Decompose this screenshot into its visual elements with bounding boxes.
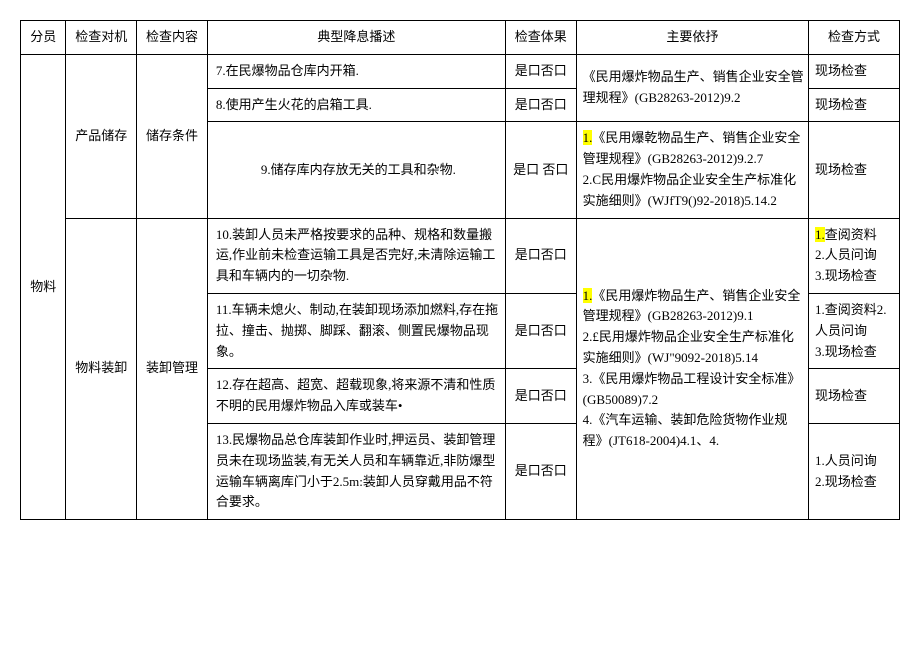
inspection-table: 分员 检查对机 检查内容 典型降息播述 检查体果 主要依抒 检查方式 物料 产品… <box>20 20 900 520</box>
header-result: 检查体果 <box>505 21 576 55</box>
basis-text: 《民用爆炸物品生产、销售企业安全管理规程》(GB28263-2012)9.12.… <box>583 288 801 449</box>
method-text: 查阅资料2.人员问询3.现场检查 <box>815 227 877 284</box>
method-cell: 现场检查 <box>809 54 900 88</box>
table-row: 物料 产品储存 储存条件 7.在民爆物品仓库内开箱. 是口否口 《民用爆炸物品生… <box>21 54 900 88</box>
result-cell: 是口否口 <box>505 88 576 122</box>
object-cell: 物料装卸 <box>66 218 137 520</box>
basis-cell: 《民用爆炸物品生产、销售企业安全管理规程》(GB28263-2012)9.2 <box>576 54 808 122</box>
highlight-text: 1. <box>583 288 593 303</box>
result-cell: 是口否口 <box>505 423 576 519</box>
header-basis: 主要依抒 <box>576 21 808 55</box>
method-cell: 1.查阅资料2.人员问询3.现场检查 <box>809 218 900 293</box>
header-description: 典型降息播述 <box>207 21 505 55</box>
desc-cell: 8.使用产生火花的启箱工具. <box>207 88 505 122</box>
header-row: 分员 检查对机 检查内容 典型降息播述 检查体果 主要依抒 检查方式 <box>21 21 900 55</box>
method-cell: 现场检查 <box>809 122 900 218</box>
result-cell: 是口否口 <box>505 54 576 88</box>
highlight-text: 1. <box>583 130 593 145</box>
desc-cell: 11.车辆未熄火、制动,在装卸现场添加燃料,存在拖拉、撞击、抛掷、脚踩、翻滚、侧… <box>207 293 505 368</box>
desc-cell: 9.储存库内存放无关的工具和杂物. <box>207 122 505 218</box>
basis-text: 《民用爆乾物品生产、销售企业安全管理规程》(GB28263-2012)9.2.7… <box>583 130 801 207</box>
highlight-text: 1. <box>815 227 825 242</box>
result-cell: 是口否口 <box>505 293 576 368</box>
basis-cell: 1.《民用爆炸物品生产、销售企业安全管理规程》(GB28263-2012)9.1… <box>576 218 808 520</box>
result-cell: 是口 否口 <box>505 122 576 218</box>
method-cell: 现场检查 <box>809 369 900 424</box>
desc-cell: 12.存在超高、超宽、超载现象,将来源不清和性质不明的民用爆炸物品入库或装车• <box>207 369 505 424</box>
content-cell: 储存条件 <box>137 54 208 218</box>
result-cell: 是口否口 <box>505 369 576 424</box>
method-cell: 1.人员问询2.现场检查 <box>809 423 900 519</box>
result-cell: 是口否口 <box>505 218 576 293</box>
table-row: 物料装卸 装卸管理 10.装卸人员未严格按要求的品种、规格和数量搬运,作业前未检… <box>21 218 900 293</box>
basis-cell: 1.《民用爆乾物品生产、销售企业安全管理规程》(GB28263-2012)9.2… <box>576 122 808 218</box>
desc-cell: 10.装卸人员未严格按要求的品种、规格和数量搬运,作业前未检查运输工具是否完好,… <box>207 218 505 293</box>
desc-cell: 13.民爆物品总仓库装卸作业时,押运员、装卸管理员未在现场监装,有无关人员和车辆… <box>207 423 505 519</box>
header-object: 检查对机 <box>66 21 137 55</box>
content-cell: 装卸管理 <box>137 218 208 520</box>
header-category: 分员 <box>21 21 66 55</box>
header-method: 检查方式 <box>809 21 900 55</box>
desc-cell: 7.在民爆物品仓库内开箱. <box>207 54 505 88</box>
category-cell: 物料 <box>21 54 66 519</box>
method-cell: 1.查阅资料2.人员问询3.现场检查 <box>809 293 900 368</box>
method-cell: 现场检查 <box>809 88 900 122</box>
object-cell: 产品储存 <box>66 54 137 218</box>
header-content: 检查内容 <box>137 21 208 55</box>
